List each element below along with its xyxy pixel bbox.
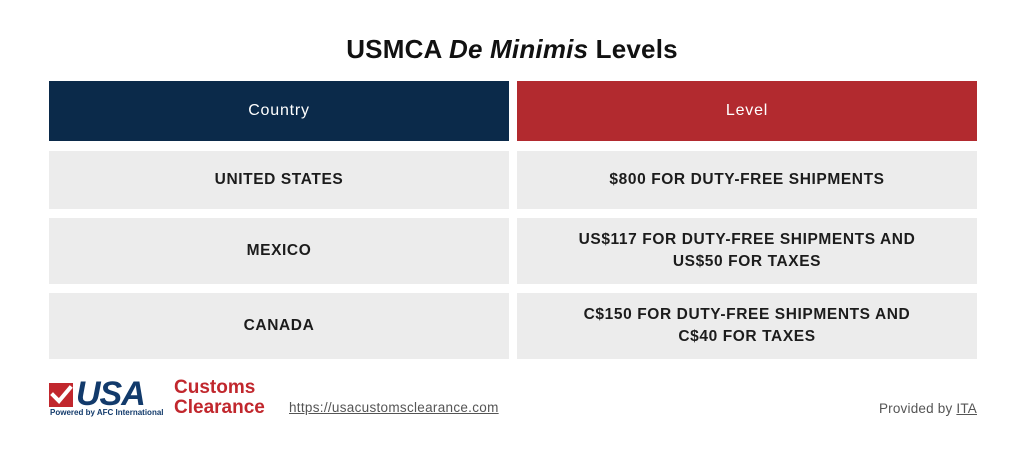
table-row: CANADA C$150 FOR DUTY-FREE SHIPMENTS AND… xyxy=(49,293,977,359)
country-cell: UNITED STATES xyxy=(49,151,509,209)
title-prefix: USMCA xyxy=(346,34,449,64)
page-title: USMCA De Minimis Levels xyxy=(0,34,1024,65)
de-minimis-table: Country Level UNITED STATES $800 FOR DUT… xyxy=(49,81,977,359)
level-text: $800 FOR DUTY-FREE SHIPMENTS xyxy=(609,171,885,188)
level-text: US$117 FOR DUTY-FREE SHIPMENTS AND US$50… xyxy=(578,231,916,270)
checkmark-icon xyxy=(49,383,73,407)
title-suffix: Levels xyxy=(588,34,678,64)
logo-usa-text: USA xyxy=(76,375,146,413)
country-cell: MEXICO xyxy=(49,218,509,284)
provided-by-label: Provided by xyxy=(878,401,957,416)
usa-customs-clearance-logo[interactable]: USA Customs Clearance Powered by AFC Int… xyxy=(49,375,275,421)
level-cell: C$150 FOR DUTY-FREE SHIPMENTS AND C$40 F… xyxy=(517,293,977,359)
level-cell: US$117 FOR DUTY-FREE SHIPMENTS AND US$50… xyxy=(517,218,977,284)
website-link[interactable]: https://usacustomsclearance.com xyxy=(289,400,499,415)
logo-powered-by-text: Powered by AFC International xyxy=(50,408,164,417)
table-row: MEXICO US$117 FOR DUTY-FREE SHIPMENTS AN… xyxy=(49,218,977,284)
table-header-row: Country Level xyxy=(49,81,977,141)
title-italic: De Minimis xyxy=(448,34,589,64)
logo-customs-text: Customs xyxy=(174,377,256,398)
country-cell: CANADA xyxy=(49,293,509,359)
country-column-header: Country xyxy=(49,81,509,141)
provided-by-credit: Provided by ITA xyxy=(879,401,977,416)
ita-link[interactable]: ITA xyxy=(956,401,977,416)
logo-clearance-text: Clearance xyxy=(174,397,265,418)
level-cell: $800 FOR DUTY-FREE SHIPMENTS xyxy=(517,151,977,209)
level-column-header: Level xyxy=(517,81,977,141)
level-text: C$150 FOR DUTY-FREE SHIPMENTS AND C$40 F… xyxy=(583,306,911,345)
table-row: UNITED STATES $800 FOR DUTY-FREE SHIPMEN… xyxy=(49,151,977,209)
